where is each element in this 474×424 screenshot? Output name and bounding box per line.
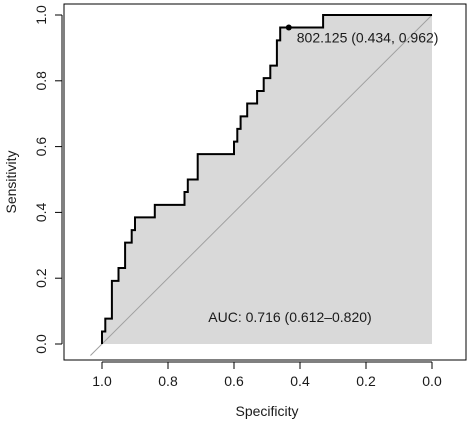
plot-frame [63,3,467,361]
x-tick-label: 0.8 [158,373,178,389]
x-tick-label: 1.0 [92,373,112,389]
annotation-layer: 802.125 (0.434, 0.962) AUC: 0.716 (0.612–… [208,24,439,325]
threshold-point [285,24,292,31]
x-tick-label: 0.0 [422,373,442,389]
reference-line-layer [90,14,433,356]
y-tick-label: 0.2 [33,268,49,288]
threshold-label: 802.125 (0.434, 0.962) [297,30,439,46]
auc-label: AUC: 0.716 (0.612–0.820) [208,309,371,325]
y-axis-title: Sensitivity [3,150,19,213]
x-axis: 1.0 0.8 0.6 0.4 0.2 0.0 [92,361,442,389]
reference-diagonal [90,14,433,356]
y-tick-label: 1.0 [33,5,49,25]
roc-curve [101,14,432,344]
y-tick-label: 0.8 [33,71,49,91]
x-tick-label: 0.6 [224,373,244,389]
roc-curve-layer [101,14,432,344]
y-tick-label: 0.0 [33,334,49,354]
y-tick-label: 0.6 [33,137,49,157]
x-axis-title: Specificity [235,403,298,419]
y-tick-label: 0.4 [33,202,49,222]
x-tick-label: 0.2 [356,373,376,389]
y-axis: 0.0 0.2 0.4 0.6 0.8 1.0 [33,5,63,354]
x-tick-label: 0.4 [290,373,310,389]
